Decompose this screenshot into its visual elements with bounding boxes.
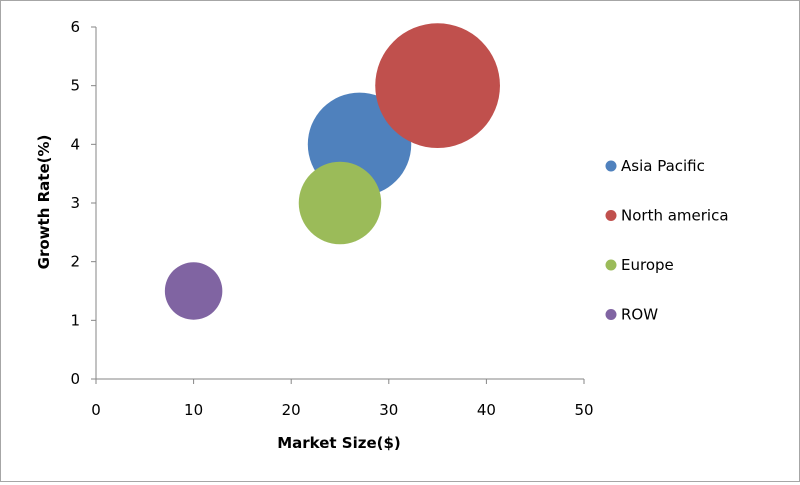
x-tick-label: 40 — [477, 401, 496, 419]
tick-labels: 0 1 2 3 4 5 6 0 10 20 30 40 50 — [70, 18, 593, 419]
legend-label: ROW — [621, 306, 658, 324]
bubble-row — [164, 262, 223, 320]
x-tick-label: 0 — [91, 401, 101, 419]
y-axis-title: Growth Rate(%) — [35, 135, 53, 270]
y-tick-label: 6 — [70, 18, 80, 36]
y-tick-label: 1 — [70, 311, 80, 329]
bubble-north-america — [375, 23, 500, 149]
legend-marker — [605, 309, 617, 320]
y-tick-label: 5 — [70, 77, 80, 95]
x-axis-title: Market Size($) — [277, 434, 401, 452]
legend: Asia Pacific North america Europe ROW — [605, 157, 729, 324]
y-tick-label: 4 — [70, 135, 80, 153]
bubble-europe — [298, 161, 382, 245]
x-tick-label: 30 — [379, 401, 398, 419]
y-tick-label: 0 — [70, 370, 80, 388]
bubbles — [164, 23, 500, 320]
legend-label: North america — [621, 207, 729, 225]
y-tick-label: 2 — [70, 253, 80, 271]
x-tick-label: 20 — [282, 401, 301, 419]
legend-marker — [605, 210, 617, 221]
y-tick-label: 3 — [70, 194, 80, 212]
x-tick-label: 10 — [184, 401, 203, 419]
legend-label: Europe — [621, 256, 674, 274]
x-tick-label: 50 — [574, 401, 593, 419]
legend-marker — [605, 160, 617, 172]
legend-label: Asia Pacific — [621, 157, 705, 175]
legend-marker — [605, 259, 617, 271]
plot-axes — [91, 26, 585, 384]
